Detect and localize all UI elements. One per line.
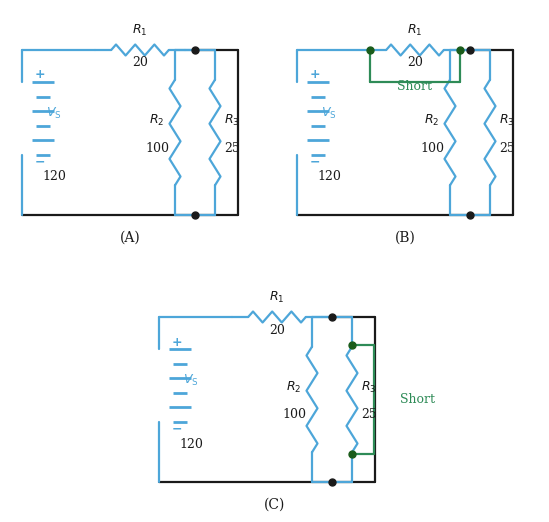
Text: $V_{\rm S}$: $V_{\rm S}$ (183, 373, 199, 388)
Text: 120: 120 (317, 171, 341, 184)
Text: 20: 20 (132, 56, 148, 69)
Text: $R_1$: $R_1$ (407, 22, 423, 38)
Text: 120: 120 (179, 437, 203, 450)
Text: −: − (172, 422, 182, 435)
Text: −: − (310, 156, 320, 169)
Text: $R_1$: $R_1$ (270, 290, 285, 304)
Text: Short: Short (400, 393, 435, 406)
Text: +: + (172, 336, 182, 349)
Text: 25: 25 (224, 141, 240, 155)
Text: 100: 100 (282, 409, 306, 421)
Text: Short: Short (397, 80, 433, 93)
Text: $R_2$: $R_2$ (287, 379, 301, 395)
Text: 100: 100 (145, 141, 169, 155)
Text: $R_2$: $R_2$ (149, 112, 165, 127)
Text: $R_1$: $R_1$ (132, 22, 148, 38)
Text: +: + (310, 68, 320, 81)
Text: $R_3$: $R_3$ (499, 112, 515, 127)
Text: 120: 120 (42, 171, 66, 184)
Text: $V_{\rm S}$: $V_{\rm S}$ (321, 106, 337, 121)
Text: $R_3$: $R_3$ (361, 379, 377, 395)
Text: 25: 25 (361, 409, 377, 421)
Text: +: + (35, 68, 46, 81)
Text: (A): (A) (120, 231, 141, 245)
Text: (B): (B) (395, 231, 416, 245)
Text: $R_2$: $R_2$ (424, 112, 440, 127)
Text: 20: 20 (269, 324, 285, 337)
Text: (C): (C) (264, 498, 285, 512)
Text: 20: 20 (407, 56, 423, 69)
Text: 25: 25 (499, 141, 515, 155)
Text: $V_{\rm S}$: $V_{\rm S}$ (46, 106, 62, 121)
Text: −: − (35, 156, 45, 169)
Text: 100: 100 (420, 141, 444, 155)
Text: $R_3$: $R_3$ (224, 112, 240, 127)
